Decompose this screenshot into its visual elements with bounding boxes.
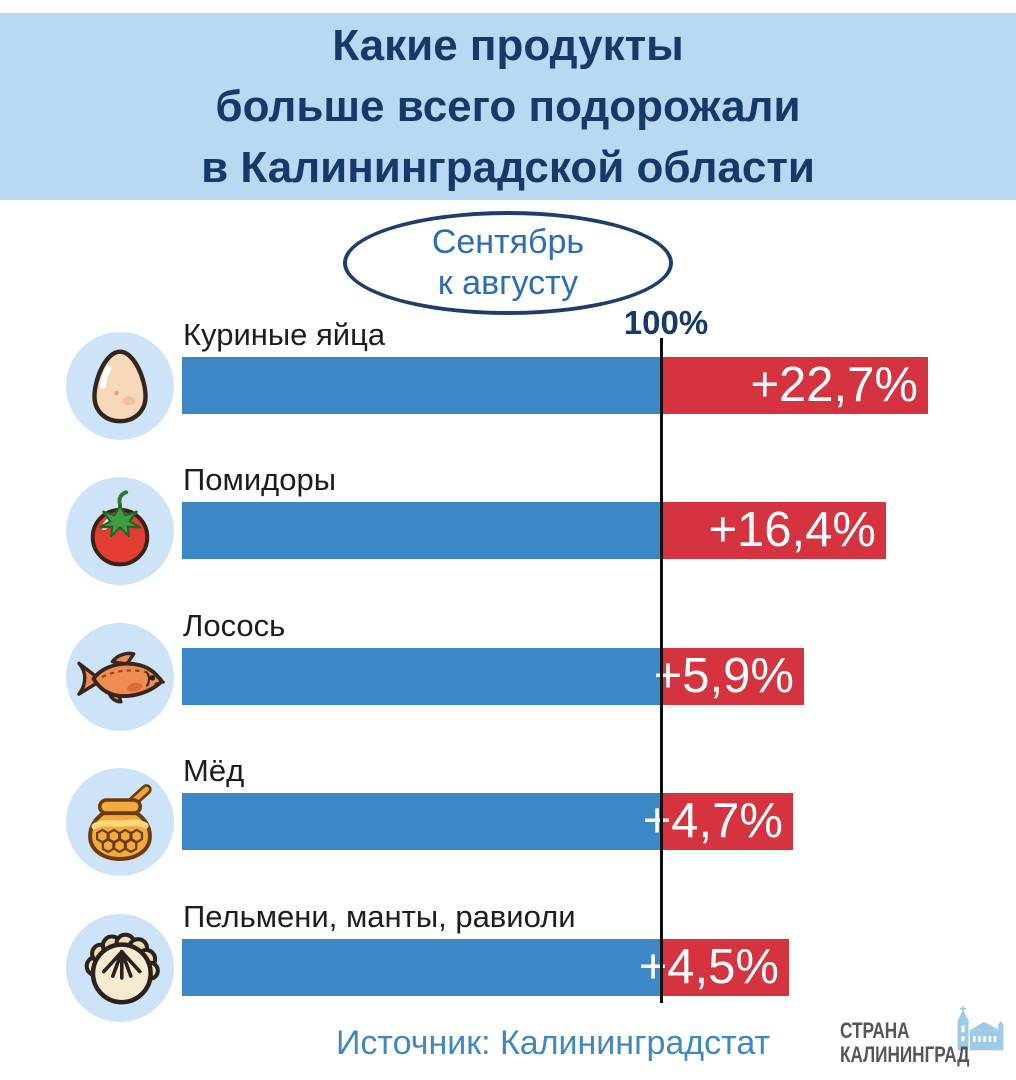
value-bar-track: +22,7% (182, 357, 928, 414)
tomato-icon (66, 477, 174, 585)
base-bar (182, 357, 660, 414)
value-bar-track: +4,5% (182, 939, 789, 996)
title-band: Какие продукты больше всего подорожали в… (0, 13, 1016, 200)
value-bar-track: +4,7% (182, 793, 793, 850)
cathedral-icon (944, 1006, 1006, 1057)
title-line: в Калининградской области (201, 143, 815, 192)
title-line: Какие продукты (332, 21, 684, 70)
product-label: Пельмени, манты, равиоли (183, 899, 576, 934)
baseline-axis-line (660, 338, 663, 1003)
watermark-logo: СТРАНА КАЛИНИНГРАД (838, 1006, 1010, 1076)
product-label: Помидоры (183, 462, 337, 497)
increase-bar: +16,4% (660, 502, 886, 559)
watermark-text-line: СТРАНА (840, 1018, 910, 1043)
value-bar-track: +16,4% (182, 502, 886, 559)
source-caption: Источник: Калининградстат (335, 1024, 771, 1062)
salmon-icon (66, 623, 174, 731)
value-label: +16,4% (708, 503, 876, 557)
period-badge-line: Сентябрь (431, 223, 585, 261)
product-row: Куриные яйца +22,7% (0, 312, 1016, 457)
product-row: Мёд +4,7% (0, 748, 1016, 893)
baseline-label: 100% (623, 304, 709, 341)
increase-bar: +5,9% (654, 648, 804, 705)
increase-bar: +22,7% (660, 357, 928, 414)
product-row: Лосось +5,9% (0, 603, 1016, 748)
egg-icon (66, 332, 174, 440)
product-label: Куриные яйца (183, 317, 386, 352)
value-bar-track: +5,9% (182, 648, 804, 705)
increase-bar: +4,7% (643, 793, 793, 850)
honey-jar-icon (66, 768, 174, 876)
value-label: +22,7% (750, 358, 918, 412)
increase-bar: +4,5% (639, 939, 789, 996)
dumpling-icon (66, 914, 174, 1022)
base-bar (182, 648, 660, 705)
value-label: +5,9% (653, 649, 794, 703)
title-line: больше всего подорожали (215, 82, 801, 131)
period-badge-line: к августу (437, 264, 579, 302)
product-row: Пельмени, манты, равиоли +4,5% (0, 894, 1016, 1039)
product-label: Лосось (183, 608, 286, 643)
product-label: Мёд (183, 753, 245, 788)
value-label: +4,7% (642, 794, 783, 848)
product-row: Помидоры +16,4% (0, 457, 1016, 602)
base-bar (182, 502, 660, 559)
period-badge: Сентябрь к августу (343, 211, 673, 315)
base-bar (182, 793, 660, 850)
watermark-text-line: КАЛИНИНГРАД (840, 1042, 970, 1067)
base-bar (182, 939, 660, 996)
